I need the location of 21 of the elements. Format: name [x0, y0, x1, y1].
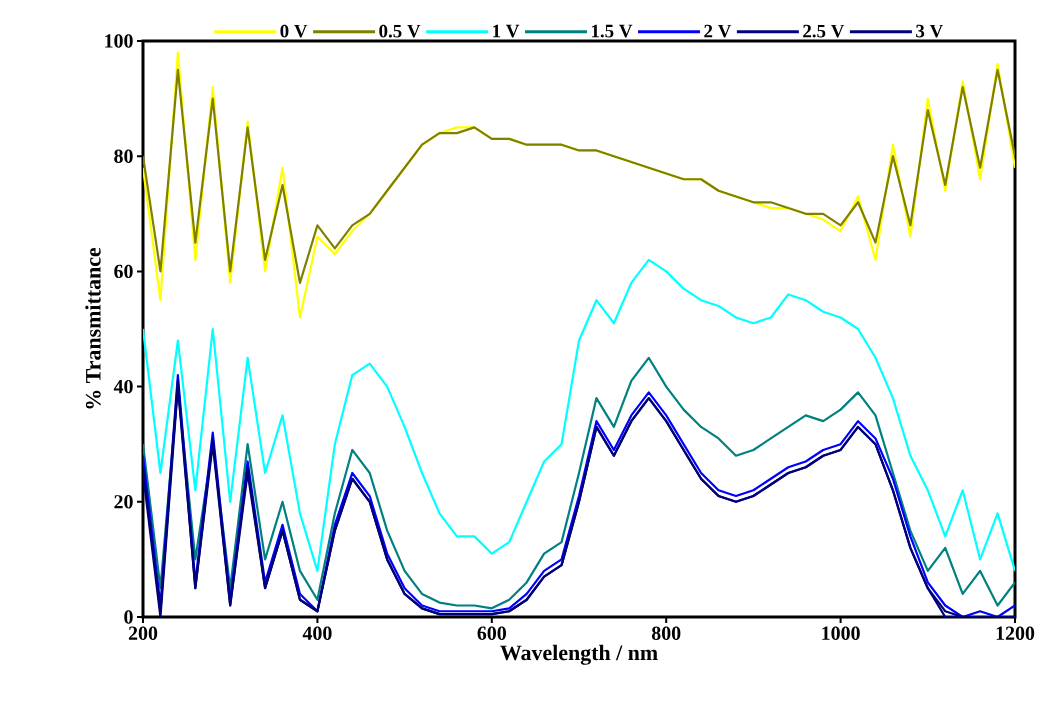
y-tick-label: 0	[124, 610, 133, 624]
y-tick-label: 100	[105, 34, 133, 48]
y-tick-label: 20	[114, 495, 133, 509]
y-tick-label: 80	[114, 149, 133, 163]
legend-label: 0.5 V	[379, 24, 421, 38]
legend-label: 0 V	[280, 24, 308, 38]
legend-label: 3 V	[916, 24, 944, 38]
y-axis-title: % Transmittance	[85, 247, 101, 409]
x-tick-label: 600	[477, 626, 506, 640]
legend-label: 2.5 V	[803, 24, 845, 38]
x-tick-label: 1200	[996, 626, 1035, 640]
y-tick-label: 40	[113, 379, 133, 394]
legend-label: 1 V	[493, 24, 520, 38]
legend-label: 1.5 V	[591, 24, 633, 38]
x-axis-title: Wavelength / nm	[500, 644, 658, 665]
x-tick-label: 200	[128, 626, 158, 640]
y-tick-label: 60	[114, 264, 133, 279]
x-tick-label: 400	[302, 626, 332, 640]
x-tick-label: 1000	[822, 626, 860, 640]
legend-label: 2 V	[704, 24, 732, 38]
x-tick-label: 800	[651, 626, 681, 640]
